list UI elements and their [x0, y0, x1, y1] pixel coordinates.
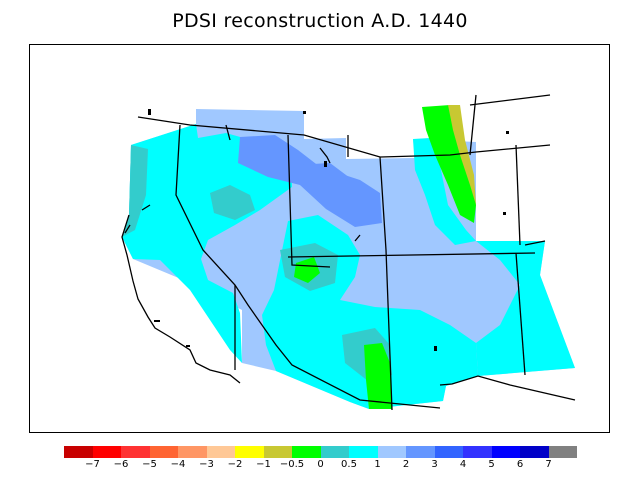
- pdsi-region-olive-northeast: [448, 105, 476, 205]
- pdsi-region-cyan-northeast: [413, 138, 476, 245]
- legend-swatch: [491, 446, 520, 458]
- legend-swatch: [121, 446, 150, 458]
- legend-swatch: [235, 446, 264, 458]
- pdsi-region-teal-1: [210, 185, 255, 220]
- legend-tick-label: −0.5: [279, 459, 305, 470]
- legend-tick-label: 7: [545, 459, 552, 470]
- legend-swatch: [92, 446, 121, 458]
- legend-swatch: [349, 446, 378, 458]
- boundary-lines: [121, 94, 576, 411]
- legend-swatch: [292, 446, 321, 458]
- legend-tick-label: 0: [317, 459, 324, 470]
- pdsi-map: [121, 94, 576, 411]
- legend-tick-label: −5: [142, 459, 157, 470]
- pdsi-region-green-center: [294, 257, 320, 283]
- legend-swatch: [377, 446, 406, 458]
- legend-swatch: [548, 446, 577, 458]
- legend-tick-label: −2: [227, 459, 243, 470]
- legend-swatch: [206, 446, 235, 458]
- legend-tick-label: 2: [402, 459, 410, 470]
- legend-swatch: [434, 446, 463, 458]
- legend-tick-label: −1: [256, 459, 271, 470]
- pdsi-region-teal-4: [122, 145, 148, 237]
- map-frame: [29, 44, 610, 433]
- legend-tick-label: 0.5: [341, 459, 357, 470]
- legend-tick-labels: −7 −6 −5 −4 −3 −2 −1 −0.5 0 0.5 1 2 3 4 5 6 7: [64, 459, 577, 473]
- legend-tick-label: −7: [85, 459, 100, 470]
- legend-colorbar: [64, 446, 577, 458]
- legend-swatch: [406, 446, 435, 458]
- legend-tick-label: 5: [488, 459, 495, 470]
- pdsi-region-cyan-east: [476, 241, 575, 376]
- legend-tick-label: 4: [459, 459, 467, 470]
- legend-swatch: [178, 446, 207, 458]
- pdsi-region-green-south: [364, 343, 392, 409]
- legend-tick-label: −3: [199, 459, 214, 470]
- legend-swatch: [463, 446, 492, 458]
- legend-swatch: [263, 446, 292, 458]
- legend-tick-label: −6: [113, 459, 129, 470]
- island-marks: [148, 109, 509, 351]
- pdsi-region-cyan-west: [122, 124, 292, 363]
- map-title: PDSI reconstruction A.D. 1440: [172, 10, 468, 32]
- pdsi-region-blue-central: [295, 163, 350, 195]
- legend-swatch: [64, 446, 93, 458]
- legend-tick-label: 3: [431, 459, 438, 470]
- legend-tick-label: 6: [516, 459, 524, 470]
- legend-tick-label: 1: [374, 459, 381, 470]
- legend-swatch: [149, 446, 178, 458]
- legend-swatch: [320, 446, 349, 458]
- legend-tick-label: −4: [170, 459, 186, 470]
- legend-swatch: [520, 446, 549, 458]
- pdsi-region-green-northeast: [422, 105, 476, 223]
